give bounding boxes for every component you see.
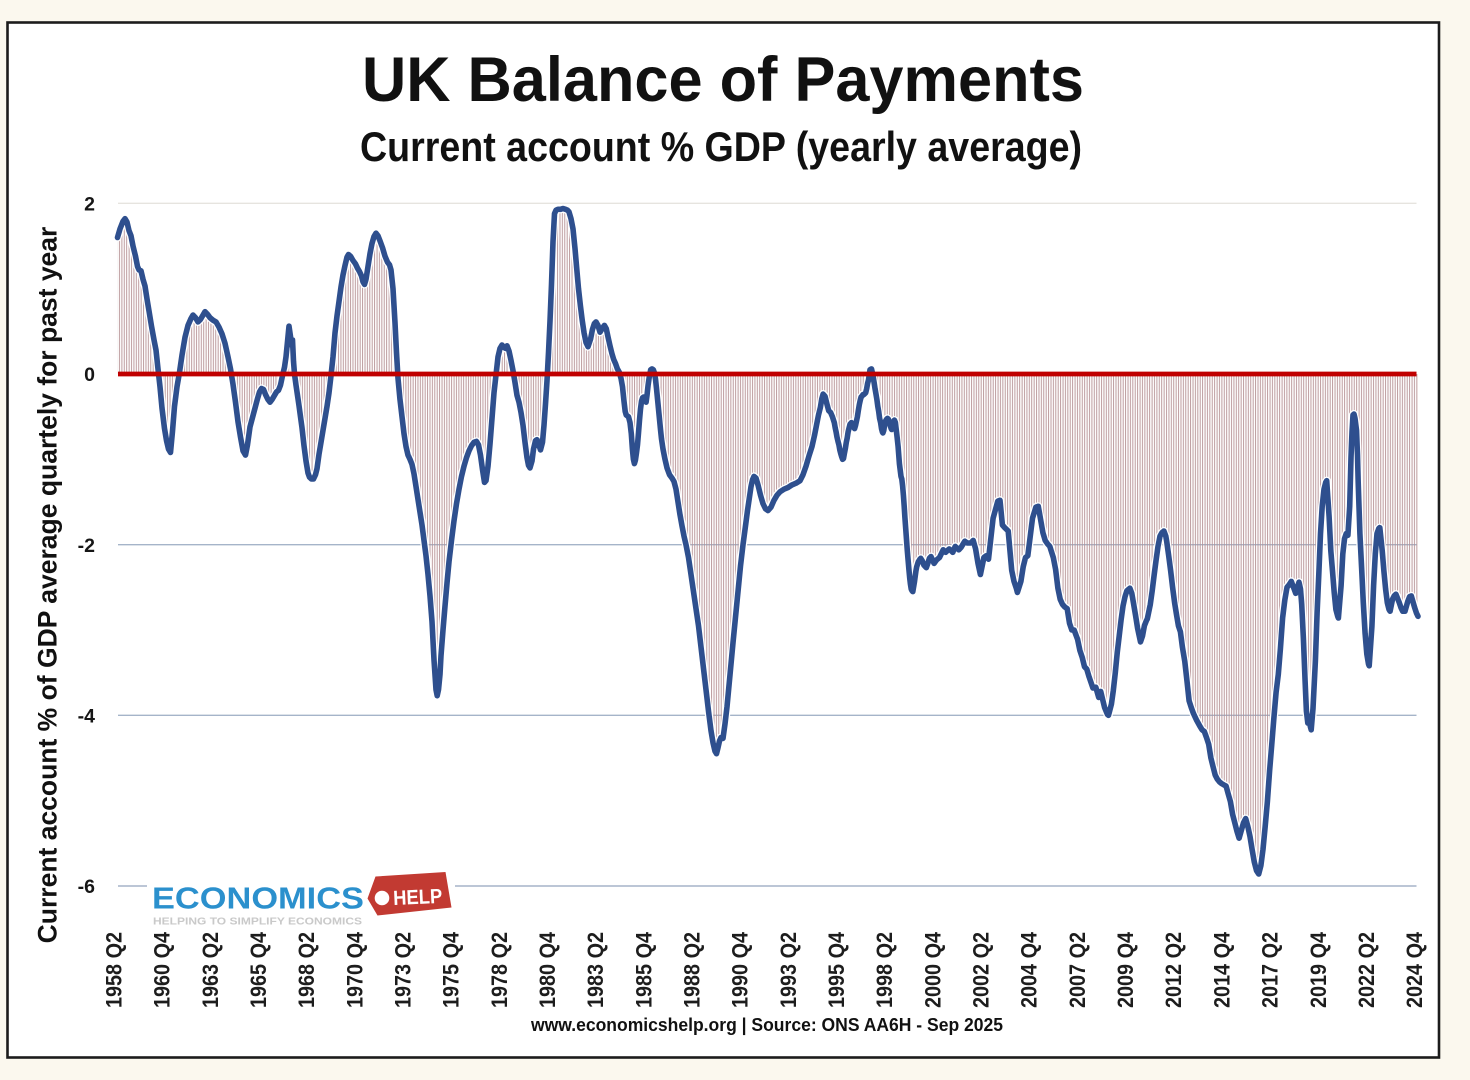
- svg-text:Current account % GDP (yearly: Current account % GDP (yearly average): [360, 123, 1082, 170]
- svg-text:1988 Q2: 1988 Q2: [680, 932, 705, 1008]
- svg-text:Current account % of GDP avera: Current account % of GDP average quartel…: [33, 227, 63, 944]
- svg-text:2007 Q2: 2007 Q2: [1065, 932, 1090, 1008]
- svg-text:1993 Q2: 1993 Q2: [776, 932, 801, 1008]
- svg-text:1970 Q4: 1970 Q4: [342, 931, 367, 1008]
- svg-text:1960 Q4: 1960 Q4: [150, 931, 175, 1008]
- svg-text:2: 2: [84, 194, 95, 216]
- svg-text:2022 Q2: 2022 Q2: [1354, 932, 1379, 1008]
- svg-text:2002 Q2: 2002 Q2: [969, 932, 994, 1008]
- svg-text:2017 Q2: 2017 Q2: [1258, 932, 1283, 1008]
- svg-text:1958 Q2: 1958 Q2: [102, 932, 127, 1008]
- svg-text:2004 Q4: 2004 Q4: [1017, 931, 1042, 1008]
- svg-text:HELP: HELP: [393, 885, 443, 910]
- svg-text:1995 Q4: 1995 Q4: [824, 931, 849, 1008]
- svg-text:2009 Q4: 2009 Q4: [1113, 931, 1138, 1008]
- svg-text:2012 Q2: 2012 Q2: [1161, 932, 1186, 1008]
- svg-text:2019 Q4: 2019 Q4: [1306, 931, 1331, 1008]
- svg-text:0: 0: [84, 364, 95, 386]
- svg-text:www.economicshelp.org | Source: www.economicshelp.org | Source: ONS AA6H…: [530, 1015, 1003, 1035]
- svg-text:ECONOMICS: ECONOMICS: [152, 881, 364, 916]
- svg-text:-4: -4: [78, 706, 95, 728]
- svg-text:1963 Q2: 1963 Q2: [198, 932, 223, 1008]
- svg-text:-2: -2: [78, 535, 95, 557]
- svg-text:1975 Q4: 1975 Q4: [439, 931, 464, 1008]
- svg-text:1968 Q2: 1968 Q2: [294, 932, 319, 1008]
- svg-text:2014 Q4: 2014 Q4: [1209, 931, 1234, 1008]
- svg-text:1985 Q4: 1985 Q4: [631, 931, 656, 1008]
- svg-text:1998 Q2: 1998 Q2: [872, 932, 897, 1008]
- svg-text:1983 Q2: 1983 Q2: [583, 932, 608, 1008]
- svg-text:2000 Q4: 2000 Q4: [920, 931, 945, 1008]
- svg-text:1973 Q2: 1973 Q2: [391, 932, 416, 1008]
- svg-text:2024 Q4: 2024 Q4: [1402, 931, 1427, 1008]
- svg-text:1978 Q2: 1978 Q2: [487, 932, 512, 1008]
- svg-text:UK Balance of Payments: UK Balance of Payments: [362, 45, 1084, 115]
- svg-text:1990 Q4: 1990 Q4: [728, 931, 753, 1008]
- svg-text:1965 Q4: 1965 Q4: [246, 931, 271, 1008]
- svg-text:1980 Q4: 1980 Q4: [535, 931, 560, 1008]
- svg-text:HELPING TO SIMPLIFY ECONOMICS: HELPING TO SIMPLIFY ECONOMICS: [153, 916, 362, 928]
- svg-text:-6: -6: [78, 876, 95, 898]
